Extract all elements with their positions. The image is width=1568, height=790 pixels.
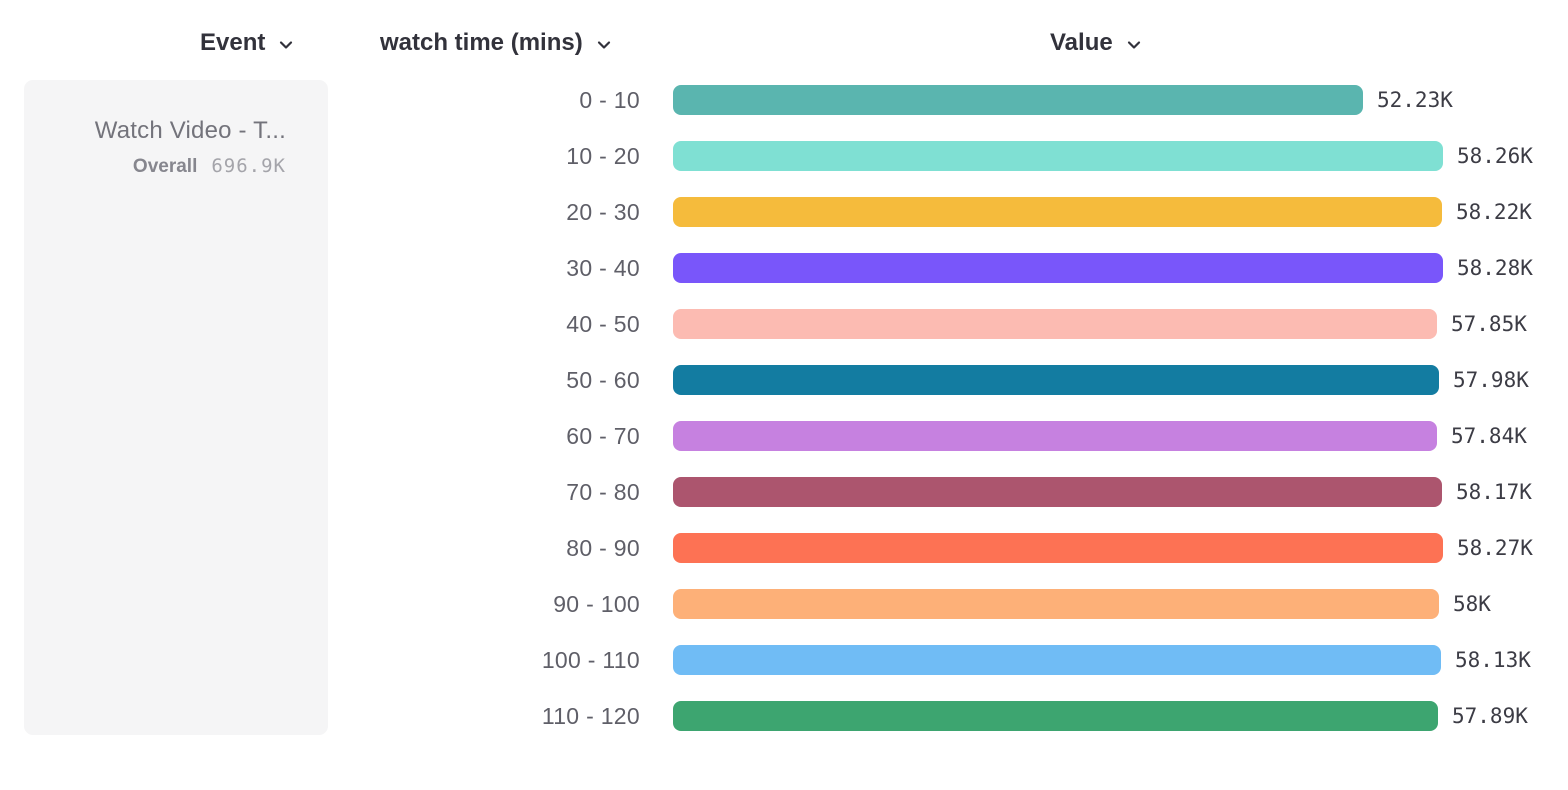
bar[interactable] xyxy=(673,533,1443,563)
chart-row: 110 - 120 57.89K xyxy=(0,688,1568,744)
value-label: 52.23K xyxy=(1377,88,1453,112)
category-label: 0 - 10 xyxy=(579,87,640,113)
bar[interactable] xyxy=(673,309,1437,339)
category-label: 80 - 90 xyxy=(566,535,640,561)
bar[interactable] xyxy=(673,365,1439,395)
category-label: 60 - 70 xyxy=(566,423,640,449)
chevron-down-icon xyxy=(1127,40,1140,49)
event-column-header[interactable]: Event xyxy=(200,28,294,58)
bar[interactable] xyxy=(673,589,1439,619)
bar[interactable] xyxy=(673,477,1442,507)
value-label: 58.28K xyxy=(1457,256,1533,280)
chart-row: 40 - 50 57.85K xyxy=(0,296,1568,352)
bar-chart: 0 - 10 52.23K 10 - 20 58.26K 20 - 30 58.… xyxy=(0,72,1568,744)
breakdown-column-label: watch time (mins) xyxy=(380,29,583,56)
category-label: 100 - 110 xyxy=(541,647,640,673)
chevron-down-icon xyxy=(597,40,610,49)
event-name: Watch Video - T... xyxy=(94,117,286,144)
bar[interactable] xyxy=(673,645,1441,675)
bar[interactable] xyxy=(673,141,1443,171)
overall-value: 696.9K xyxy=(211,155,286,177)
category-label: 50 - 60 xyxy=(566,367,640,393)
category-label: 40 - 50 xyxy=(566,311,640,337)
category-label: 30 - 40 xyxy=(566,255,640,281)
value-label: 58.22K xyxy=(1456,200,1532,224)
breakdown-column-header[interactable]: watch time (mins) xyxy=(380,28,612,58)
chart-row: 50 - 60 57.98K xyxy=(0,352,1568,408)
chart-row: 10 - 20 58.26K xyxy=(0,128,1568,184)
bar[interactable] xyxy=(673,701,1438,731)
category-label: 70 - 80 xyxy=(566,479,640,505)
overall-label: Overall xyxy=(132,156,198,177)
bar[interactable] xyxy=(673,253,1443,283)
chart-row: 30 - 40 58.28K xyxy=(0,240,1568,296)
chart-row: 60 - 70 57.84K xyxy=(0,408,1568,464)
chart-row: 20 - 30 58.22K xyxy=(0,184,1568,240)
value-label: 57.98K xyxy=(1453,368,1529,392)
value-label: 57.84K xyxy=(1451,424,1527,448)
value-label: 57.85K xyxy=(1451,312,1527,336)
chevron-down-icon xyxy=(280,40,293,49)
chart-row: 0 - 10 52.23K xyxy=(0,72,1568,128)
chart-row: 70 - 80 58.17K xyxy=(0,464,1568,520)
bar[interactable] xyxy=(673,421,1437,451)
bar[interactable] xyxy=(673,85,1363,115)
value-label: 58.26K xyxy=(1457,144,1533,168)
value-label: 58.13K xyxy=(1455,648,1531,672)
value-label: 58.27K xyxy=(1457,536,1533,560)
value-column-label: Value xyxy=(1050,29,1113,56)
chart-row: 90 - 100 58K xyxy=(0,576,1568,632)
category-label: 20 - 30 xyxy=(566,199,640,225)
chart-row: 80 - 90 58.27K xyxy=(0,520,1568,576)
bar[interactable] xyxy=(673,197,1442,227)
value-column-header[interactable]: Value xyxy=(1050,28,1142,58)
category-label: 90 - 100 xyxy=(553,591,640,617)
event-overall-metric: Overall 696.9K xyxy=(24,155,286,178)
event-column-label: Event xyxy=(200,29,266,56)
value-label: 58.17K xyxy=(1456,480,1532,504)
category-label: 110 - 120 xyxy=(541,703,640,729)
value-label: 58K xyxy=(1453,592,1491,616)
event-card[interactable]: Watch Video - T... Overall 696.9K xyxy=(24,80,328,735)
value-label: 57.89K xyxy=(1452,704,1528,728)
chart-row: 100 - 110 58.13K xyxy=(0,632,1568,688)
category-label: 10 - 20 xyxy=(566,143,640,169)
